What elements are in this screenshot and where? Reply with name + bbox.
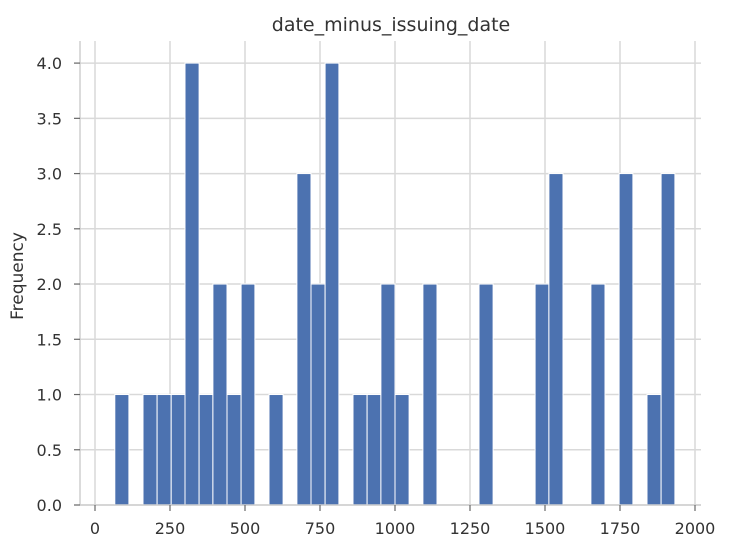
histogram-bar <box>380 283 396 506</box>
histogram-bar <box>394 394 410 506</box>
bars <box>114 62 676 506</box>
histogram-bar <box>534 283 550 506</box>
histogram-bar <box>422 283 438 506</box>
histogram-bar <box>226 394 242 506</box>
histogram-bar <box>478 283 494 506</box>
histogram-bar <box>366 394 382 506</box>
histogram-bar <box>310 283 326 506</box>
histogram-bar <box>660 173 676 506</box>
histogram-bar <box>142 394 158 506</box>
x-tick-label: 1500 <box>525 519 566 538</box>
histogram-bar <box>618 173 634 506</box>
y-tick-label: 0.0 <box>37 496 62 515</box>
y-tick-label: 4.0 <box>37 54 62 73</box>
histogram-bar <box>548 173 564 506</box>
x-tick-label: 1000 <box>375 519 416 538</box>
histogram-bar <box>184 62 200 506</box>
histogram-bar <box>170 394 186 506</box>
histogram-bar <box>352 394 368 506</box>
x-tick-label: 750 <box>305 519 336 538</box>
histogram-bar <box>268 394 284 506</box>
y-tick-label: 3.5 <box>37 109 62 128</box>
histogram-bar <box>198 394 214 506</box>
y-tick-label: 2.0 <box>37 275 62 294</box>
histogram-bar <box>590 283 606 506</box>
tick-labels: 0 250 500 750 1000 1250 1500 1750 2000 0.0 0.5 1.0 1… <box>37 54 716 538</box>
x-tick-label: 0 <box>90 519 100 538</box>
histogram-bar <box>646 394 662 506</box>
histogram-bar <box>324 62 340 506</box>
x-tick-label: 1750 <box>600 519 641 538</box>
histogram-bar <box>156 394 172 506</box>
histogram-bar <box>240 283 256 506</box>
histogram-bar <box>296 173 312 506</box>
x-tick-label: 2000 <box>675 519 716 538</box>
x-tick-label: 1250 <box>450 519 491 538</box>
y-tick-label: 3.0 <box>37 165 62 184</box>
y-tick-label: 1.5 <box>37 330 62 349</box>
y-axis-label: Frequency <box>8 232 28 320</box>
x-tick-label: 500 <box>230 519 261 538</box>
x-tick-label: 250 <box>155 519 186 538</box>
y-tick-label: 1.0 <box>37 386 62 405</box>
histogram-bar <box>212 283 228 506</box>
y-tick-label: 2.5 <box>37 220 62 239</box>
chart-title: date_minus_issuing_date <box>272 14 510 36</box>
y-tick-label: 0.5 <box>37 441 62 460</box>
histogram-bar <box>114 394 130 506</box>
